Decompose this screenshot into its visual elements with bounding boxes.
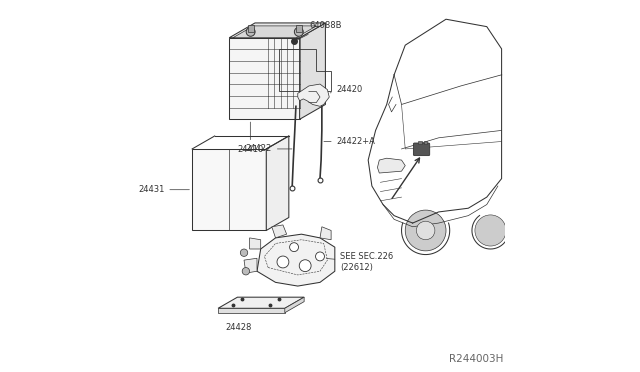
Polygon shape: [233, 26, 317, 38]
Circle shape: [246, 28, 255, 36]
Polygon shape: [266, 136, 289, 231]
Polygon shape: [229, 38, 300, 119]
Circle shape: [277, 256, 289, 268]
Bar: [418, 141, 422, 144]
FancyBboxPatch shape: [413, 143, 429, 155]
Text: 24420: 24420: [330, 85, 363, 94]
Text: SEE SEC.226
(22612): SEE SEC.226 (22612): [326, 252, 394, 272]
Polygon shape: [257, 234, 335, 286]
Text: R244003H: R244003H: [449, 354, 504, 364]
Text: 24428: 24428: [225, 323, 252, 332]
Polygon shape: [300, 23, 325, 119]
Polygon shape: [250, 238, 260, 249]
Circle shape: [290, 243, 298, 251]
Bar: [296, 25, 302, 32]
Polygon shape: [192, 149, 266, 231]
Circle shape: [294, 28, 303, 36]
Circle shape: [405, 210, 446, 251]
Polygon shape: [218, 308, 285, 313]
Bar: [248, 25, 253, 32]
Circle shape: [475, 215, 506, 246]
Text: 24422+A: 24422+A: [324, 137, 376, 146]
Polygon shape: [244, 258, 257, 273]
Polygon shape: [218, 297, 304, 308]
Polygon shape: [272, 225, 287, 238]
Text: 64088B: 64088B: [296, 21, 341, 40]
Circle shape: [316, 252, 324, 261]
Polygon shape: [378, 158, 405, 173]
Polygon shape: [320, 227, 331, 240]
Circle shape: [417, 221, 435, 240]
Polygon shape: [229, 23, 325, 38]
Text: 24431: 24431: [138, 185, 189, 194]
Polygon shape: [298, 84, 329, 106]
Circle shape: [300, 260, 311, 272]
Text: 24410: 24410: [237, 122, 264, 154]
Circle shape: [240, 249, 248, 256]
Bar: [424, 141, 428, 144]
Circle shape: [242, 267, 250, 275]
Polygon shape: [285, 297, 304, 313]
Text: 24422: 24422: [246, 144, 292, 153]
